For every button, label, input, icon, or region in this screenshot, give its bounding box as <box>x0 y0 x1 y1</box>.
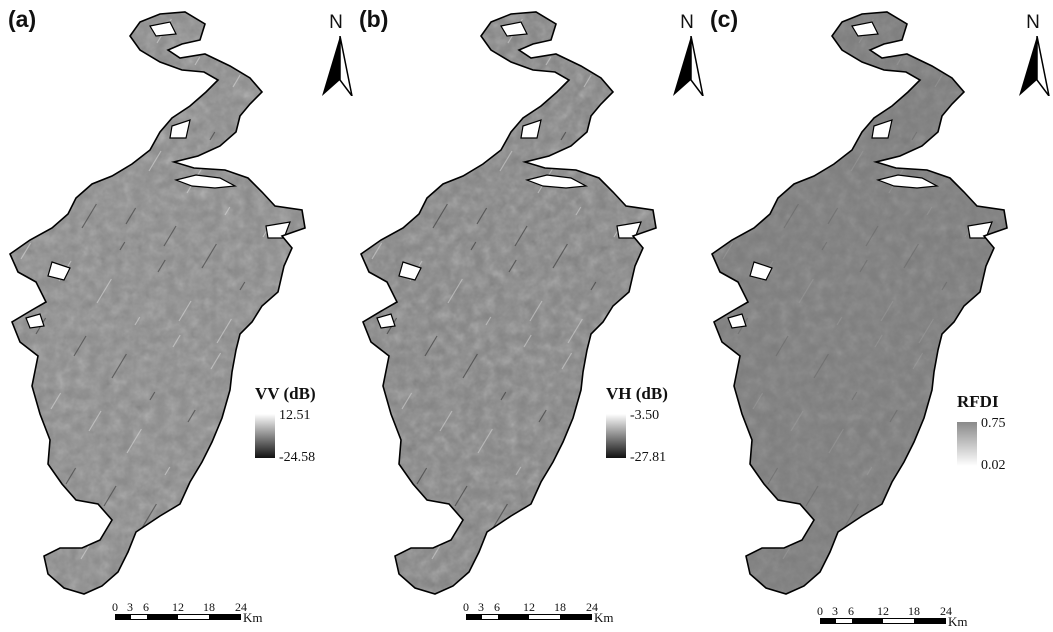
scale-bar: 0 3 6 12 18 24 Km <box>463 600 616 625</box>
legend-colorbar <box>255 414 275 458</box>
scale-tick: 18 <box>908 604 920 618</box>
legend-max: 0.75 <box>981 416 1006 431</box>
scale-tick: 24 <box>586 600 598 614</box>
north-arrow-icon <box>322 36 353 96</box>
scale-unit: Km <box>948 614 968 629</box>
scale-tick: 6 <box>848 604 854 618</box>
panel-label: (a) <box>8 6 37 32</box>
scale-tick: 0 <box>112 600 118 614</box>
scale-tick: 6 <box>494 600 500 614</box>
scale-tick: 24 <box>940 604 952 618</box>
legend-title: RFDI <box>957 392 999 411</box>
legend-colorbar <box>957 422 977 466</box>
north-arrow: N <box>667 12 707 96</box>
legend-min: -27.81 <box>630 450 667 465</box>
legend: VV (dB) 12.51 -24.58 <box>255 384 351 480</box>
legend: RFDI 0.75 0.02 <box>957 392 1053 488</box>
legend-max: 12.51 <box>279 408 311 423</box>
north-letter: N <box>329 12 343 33</box>
scale-tick: 12 <box>172 600 184 614</box>
study-area-map <box>360 11 657 595</box>
scale-tick: 12 <box>523 600 535 614</box>
scale-unit: Km <box>594 610 614 625</box>
legend-title: VH (dB) <box>606 384 668 403</box>
north-letter: N <box>680 12 694 33</box>
scale-tick: 6 <box>143 600 149 614</box>
legend-colorbar <box>606 414 626 458</box>
north-arrow-icon <box>1019 36 1050 96</box>
scale-tick: 18 <box>203 600 215 614</box>
scale-tick: 18 <box>554 600 566 614</box>
study-area-map <box>711 11 1008 595</box>
scale-unit: Km <box>243 610 263 625</box>
scale-tick: 24 <box>235 600 247 614</box>
legend-min: 0.02 <box>981 458 1006 473</box>
legend-min: -24.58 <box>279 450 316 465</box>
map-panel-b: (b) N VH (dB) -3.50 -27.81 0 3 6 12 18 2… <box>351 0 704 632</box>
north-arrow-icon <box>673 36 704 96</box>
legend-max: -3.50 <box>630 408 660 423</box>
scale-bar-segments <box>466 614 592 620</box>
north-arrow: N <box>1013 12 1053 96</box>
scale-tick: 3 <box>478 600 484 614</box>
scale-bar: 0 3 6 12 18 24 Km <box>112 600 265 625</box>
panel-label: (c) <box>710 6 739 32</box>
legend: VH (dB) -3.50 -27.81 <box>606 384 702 480</box>
legend-title: VV (dB) <box>255 384 316 403</box>
north-letter: N <box>1026 12 1040 33</box>
map-panel-c: (c) N RFDI 0.75 0.02 0 3 6 12 18 24 Km <box>702 0 1053 632</box>
scale-tick: 3 <box>832 604 838 618</box>
north-arrow: N <box>316 12 356 96</box>
scale-bar: 0 3 6 12 18 24 Km <box>817 604 970 629</box>
scale-tick: 12 <box>877 604 889 618</box>
scale-bar-segments <box>115 614 241 620</box>
study-area-map <box>9 11 306 595</box>
scale-tick: 0 <box>817 604 823 618</box>
panel-label: (b) <box>359 6 389 32</box>
scale-tick: 3 <box>127 600 133 614</box>
scale-tick: 0 <box>463 600 469 614</box>
scale-bar-segments <box>820 618 946 624</box>
map-panel-a: (a) N VV (dB) 12.51 -24.58 0 3 6 12 18 2… <box>0 0 353 632</box>
